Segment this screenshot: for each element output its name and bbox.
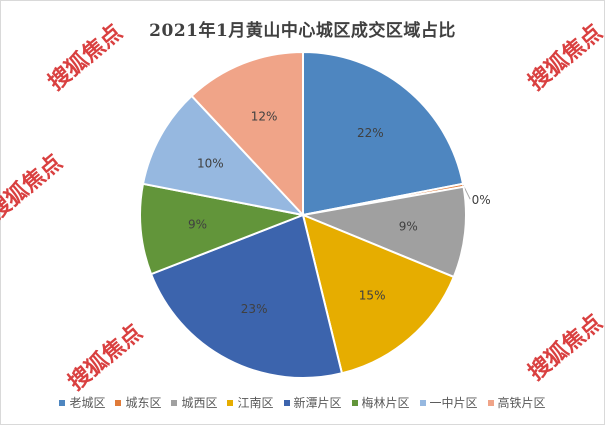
- data-label: 15%: [359, 288, 386, 302]
- data-label: 10%: [197, 157, 224, 171]
- chart-title: 2021年1月黄山中心城区成交区域占比: [149, 21, 456, 41]
- legend-swatch-icon: [115, 399, 122, 406]
- data-label: 9%: [188, 217, 207, 231]
- legend-swatch-icon: [283, 399, 290, 406]
- legend-label: 梅林片区: [361, 396, 410, 410]
- data-label: 12%: [251, 109, 278, 123]
- pie-slice-8: [190, 50, 304, 218]
- legend-item: 一中片区: [419, 394, 478, 411]
- data-label: 9%: [399, 219, 418, 233]
- legend-label: 新潭片区: [293, 396, 342, 410]
- pie-slice-7: [141, 94, 306, 217]
- legend-item: 老城区: [59, 394, 105, 411]
- legend-item: 梅林片区: [351, 394, 410, 411]
- legend-item: 新潭片区: [283, 394, 342, 411]
- legend-item: 城东区: [115, 394, 161, 411]
- legend-swatch-icon: [351, 399, 358, 406]
- pie-slice-6: [139, 182, 307, 276]
- pie-slice-4: [301, 213, 456, 375]
- data-label: 23%: [241, 302, 268, 316]
- legend-item: 高铁片区: [487, 394, 546, 411]
- legend-swatch-icon: [171, 399, 178, 406]
- pie-slice-3: [299, 185, 467, 279]
- legend-swatch-icon: [487, 399, 494, 406]
- legend-label: 高铁片区: [497, 396, 546, 410]
- legend-label: 江南区: [237, 396, 274, 410]
- data-label: 22%: [357, 126, 384, 140]
- legend-swatch-icon: [59, 399, 66, 406]
- legend-label: 城东区: [125, 396, 162, 410]
- legend-label: 城西区: [181, 396, 218, 410]
- legend-label: 一中片区: [429, 396, 478, 410]
- legend-swatch-icon: [419, 399, 426, 406]
- legend-item: 江南区: [227, 394, 274, 411]
- legend-label: 老城区: [69, 396, 106, 410]
- data-label: 0%: [472, 193, 491, 207]
- chart-legend: 老城区 城东区 城西区 江南区 新潭片区 梅林片区 一中片区 高铁片区: [0, 394, 605, 411]
- legend-item: 城西区: [171, 394, 217, 411]
- legend-swatch-icon: [227, 399, 234, 406]
- pie-slice-1: [302, 50, 465, 217]
